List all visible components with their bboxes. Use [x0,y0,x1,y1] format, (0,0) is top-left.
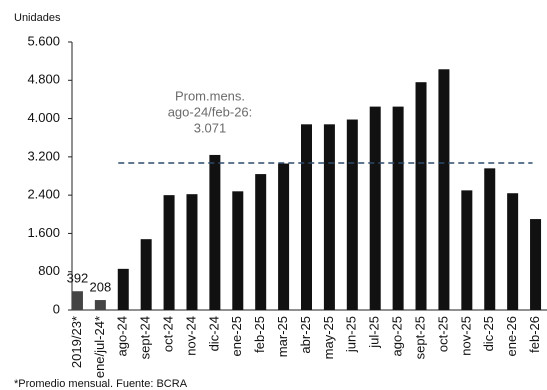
x-tick-label: sept-24 [138,316,153,359]
y-tick-label: 800 [38,263,60,278]
bar [71,291,83,310]
bar [94,300,106,310]
bar [186,194,198,310]
x-tick-label: jun-25 [344,316,359,353]
bar [346,119,358,311]
y-tick-label: 3.200 [27,148,60,163]
x-tick-label: dic-25 [481,316,496,351]
bar [369,106,381,310]
bar [140,239,152,310]
x-tick-label: abr-25 [298,316,313,354]
y-tick-label: 4.000 [27,110,60,125]
bar [530,219,542,310]
reference-note: ago-24/feb-26: [168,104,253,119]
bar [415,82,427,310]
x-tick-label: feb-26 [527,316,542,353]
x-tick-label: sept-25 [412,316,427,359]
x-tick-label: 2019/23* [69,316,84,368]
bar [163,195,175,310]
bar [301,124,312,310]
y-axis-label: Unidades [14,12,61,24]
x-tick-label: ene-25 [229,316,244,356]
bar [255,174,267,310]
reference-value-label: 3.071 [194,120,227,135]
x-tick-label: nov-24 [183,316,198,356]
y-tick-label: 0 [53,301,60,316]
y-tick-label: 5.600 [27,33,60,48]
bar [278,163,290,310]
x-tick-label: mar-25 [275,316,290,357]
x-tick-label: ago-25 [390,316,405,356]
bar [209,154,221,310]
x-tick-label: dic-24 [206,316,221,351]
y-tick-label: 4.800 [27,72,60,87]
x-tick-label: feb-25 [252,316,267,353]
x-tick-label: ago-24 [115,316,130,356]
y-tick-label: 1.600 [27,225,60,240]
x-tick-label: may-25 [321,316,336,359]
x-tick-label: ene/jul-24* [92,316,107,378]
bar [232,191,244,310]
value-label: 208 [90,279,112,294]
bar [438,69,450,311]
bar [323,124,335,310]
x-tick-label: oct-25 [435,316,450,352]
y-tick-label: 2.400 [27,187,60,202]
bar [484,168,496,310]
reference-note: Prom.mens. [175,88,245,103]
x-tick-label: oct-24 [161,316,176,352]
x-tick-label: jul-25 [367,316,382,349]
bar [392,106,404,310]
x-tick-label: nov-25 [458,316,473,356]
x-tick-label: ene-26 [504,316,519,356]
value-label: 392 [67,271,89,286]
bar [461,190,473,310]
footnote: *Promedio mensual. Fuente: BCRA [14,378,188,390]
bar [117,268,129,310]
bar [507,193,519,310]
